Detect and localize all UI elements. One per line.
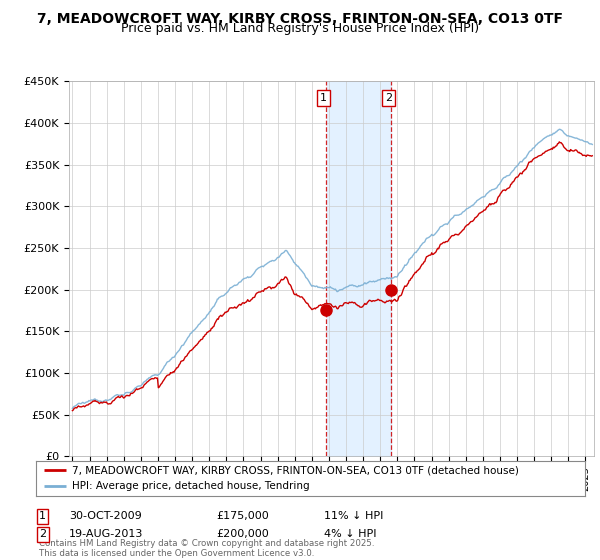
Text: 11% ↓ HPI: 11% ↓ HPI xyxy=(324,511,383,521)
Text: 1: 1 xyxy=(320,93,327,103)
Text: 7, MEADOWCROFT WAY, KIRBY CROSS, FRINTON-ON-SEA, CO13 0TF (detached house): 7, MEADOWCROFT WAY, KIRBY CROSS, FRINTON… xyxy=(71,465,518,475)
Text: 30-OCT-2009: 30-OCT-2009 xyxy=(69,511,142,521)
Text: HPI: Average price, detached house, Tendring: HPI: Average price, detached house, Tend… xyxy=(71,481,310,491)
Text: Contains HM Land Registry data © Crown copyright and database right 2025.
This d: Contains HM Land Registry data © Crown c… xyxy=(39,539,374,558)
Text: 1: 1 xyxy=(39,511,46,521)
Text: 4% ↓ HPI: 4% ↓ HPI xyxy=(324,529,377,539)
Text: 19-AUG-2013: 19-AUG-2013 xyxy=(69,529,143,539)
Text: Price paid vs. HM Land Registry's House Price Index (HPI): Price paid vs. HM Land Registry's House … xyxy=(121,22,479,35)
Text: 7, MEADOWCROFT WAY, KIRBY CROSS, FRINTON-ON-SEA, CO13 0TF: 7, MEADOWCROFT WAY, KIRBY CROSS, FRINTON… xyxy=(37,12,563,26)
Text: £200,000: £200,000 xyxy=(216,529,269,539)
Text: 2: 2 xyxy=(39,529,46,539)
Text: £175,000: £175,000 xyxy=(216,511,269,521)
Text: 2: 2 xyxy=(385,93,392,103)
